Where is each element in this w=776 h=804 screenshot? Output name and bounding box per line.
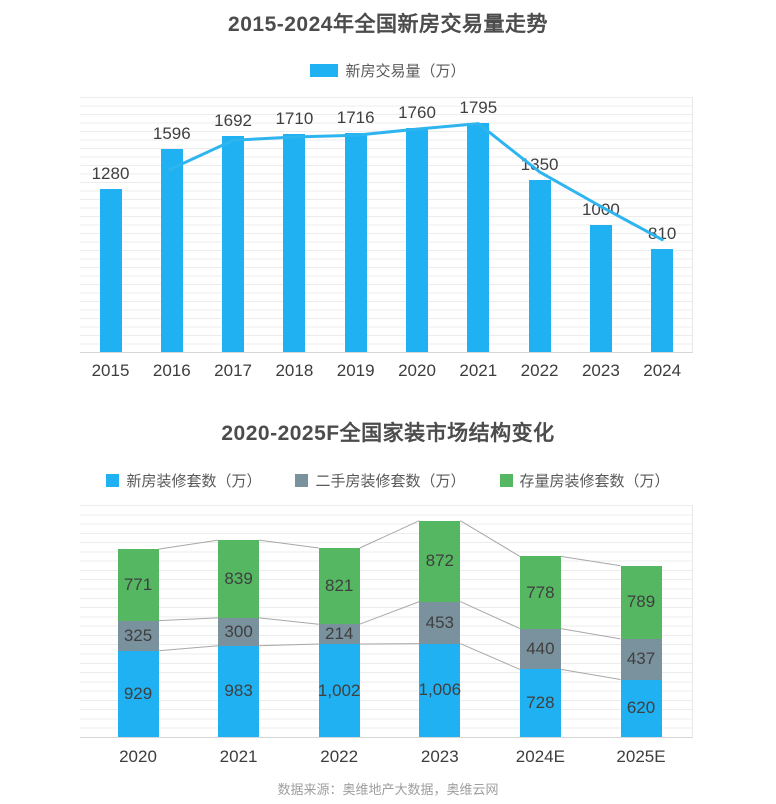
x-axis-label-2020: 2020: [398, 361, 436, 380]
bar-value-label: 1692: [214, 111, 252, 131]
segment-2024E-s1: [519, 628, 561, 670]
segment-2023-s1: [419, 601, 461, 644]
bar-2023: [589, 224, 612, 352]
segment-value-label: 929: [123, 683, 153, 703]
segment-value-label: 872: [425, 551, 454, 571]
segment-value-label: 620: [626, 698, 656, 718]
segment-2021-s0: [218, 645, 260, 737]
legend-item-0: 新房装修套数（万）: [106, 470, 261, 491]
segment-2020-s1: [117, 620, 159, 651]
chart2-connector-lines: [158, 520, 621, 680]
legend-item-label: 新房装修套数（万）: [126, 473, 262, 490]
bar-value-label: 1710: [275, 108, 314, 128]
segment-value-label: 437: [626, 649, 656, 669]
x-axis-label-2022: 2022: [320, 747, 359, 766]
legend-swatch: [499, 474, 513, 487]
chart2-plot: 929 983 1,002 1,006 728 620 325 300 214 453 440 437…: [80, 505, 693, 738]
segment-value-label: 1,006: [418, 680, 462, 700]
legend-swatch: [295, 474, 309, 487]
segment-value-label: 778: [526, 582, 555, 602]
segment-value-label: 839: [224, 569, 253, 588]
bar-2024: [651, 248, 674, 352]
chart1-title: 2015-2024年全国新房交易量走势: [228, 13, 548, 36]
segment-2024E-s0: [519, 669, 561, 737]
legend-item-2: 存量房装修套数（万）: [499, 470, 670, 491]
x-axis-label-2015: 2015: [91, 361, 130, 380]
legend-swatch: [106, 474, 120, 487]
segment-2021-s2: [218, 540, 260, 618]
legend-item-label: 二手房装修套数（万）: [315, 473, 466, 490]
bar-2017: [222, 136, 245, 352]
bar-2019: [344, 133, 367, 352]
segment-2021-s1: [218, 618, 260, 646]
chart2-gridlines: [80, 505, 692, 737]
bar-value-label: 1000: [581, 199, 620, 219]
segment-2022-s0: [318, 644, 360, 737]
segment-2023-s0: [419, 643, 461, 737]
segment-value-label: 453: [425, 612, 454, 632]
chart1-x-axis: 2015 2016 2017 2018 2019 2020 2021 2022 2023 2024: [80, 360, 692, 382]
bar-2020: [406, 127, 428, 352]
segment-2020-s2: [117, 549, 159, 621]
bar-2022: [528, 179, 551, 352]
bar-value-label: 810: [648, 223, 677, 243]
segment-value-label: 214: [325, 624, 354, 644]
legend-item-1: 二手房装修套数（万）: [295, 470, 466, 491]
x-axis-label-2024E: 2024E: [515, 747, 565, 766]
bar-2015: [99, 188, 122, 352]
legend-swatch: [310, 64, 339, 77]
bar-2021: [467, 123, 490, 352]
segment-2022-s1: [318, 624, 360, 644]
x-axis-label-2025E: 2025E: [616, 747, 666, 766]
legend-item-label: 存量房装修套数（万）: [519, 473, 670, 490]
x-axis-label-2017: 2017: [214, 361, 252, 380]
x-axis-label-2022: 2022: [520, 361, 559, 380]
chart2-legend: 新房装修套数（万） 二手房装修套数（万） 存量房装修套数（万）: [0, 470, 776, 491]
chart1-plot: 1280 1596 1692 1710 1716 1760 1795 1350 1000 810: [80, 97, 693, 353]
chart2-x-axis: 2020 2021 2022 2023 2024E 2025E: [80, 746, 692, 768]
segment-value-label: 789: [626, 592, 656, 612]
segment-2025E-s1: [620, 638, 662, 680]
x-axis-label-2019: 2019: [336, 361, 375, 380]
chart1-trend-line: [168, 122, 664, 242]
segment-value-label: 440: [526, 639, 555, 658]
x-axis-label-2018: 2018: [275, 361, 314, 380]
x-axis-label-2024: 2024: [643, 361, 682, 380]
segment-value-label: 728: [526, 693, 555, 713]
segment-2022-s2: [318, 548, 360, 625]
bar-value-label: 1795: [459, 98, 498, 118]
chart1-legend: 新房交易量（万）: [0, 60, 776, 81]
bar-2018: [283, 134, 306, 352]
legend-item-0: 新房交易量（万）: [310, 60, 466, 81]
x-axis-label-2016: 2016: [152, 361, 191, 380]
bar-value-label: 1760: [398, 102, 436, 122]
segment-value-label: 300: [224, 621, 253, 641]
chart2-title: 2020-2025F全国家装市场结构变化: [221, 422, 555, 445]
x-axis-label-2023: 2023: [420, 747, 459, 766]
segment-2024E-s2: [519, 556, 561, 629]
x-axis-label-2023: 2023: [581, 361, 620, 380]
x-axis-label-2021: 2021: [459, 361, 498, 380]
segment-value-label: 325: [123, 625, 153, 645]
segment-2020-s0: [117, 650, 159, 737]
segment-value-label: 821: [325, 576, 354, 596]
x-axis-label-2020: 2020: [119, 747, 157, 766]
bar-2016: [160, 148, 183, 352]
x-axis-label-2021: 2021: [219, 747, 258, 766]
legend-item-label: 新房交易量（万）: [345, 63, 466, 80]
segment-2025E-s0: [620, 679, 662, 737]
segment-value-label: 771: [123, 574, 153, 594]
bar-value-label: 1716: [336, 108, 375, 128]
segment-2023-s2: [419, 520, 461, 602]
data-source-note: 数据来源：奥维地产大数据，奥维云网: [277, 782, 499, 797]
bar-value-label: 1596: [152, 123, 191, 143]
bar-value-label: 1280: [91, 163, 130, 183]
segment-value-label: 983: [224, 681, 253, 701]
bar-value-label: 1350: [520, 154, 559, 174]
segment-2025E-s2: [620, 565, 662, 639]
segment-value-label: 1,002: [317, 680, 361, 700]
